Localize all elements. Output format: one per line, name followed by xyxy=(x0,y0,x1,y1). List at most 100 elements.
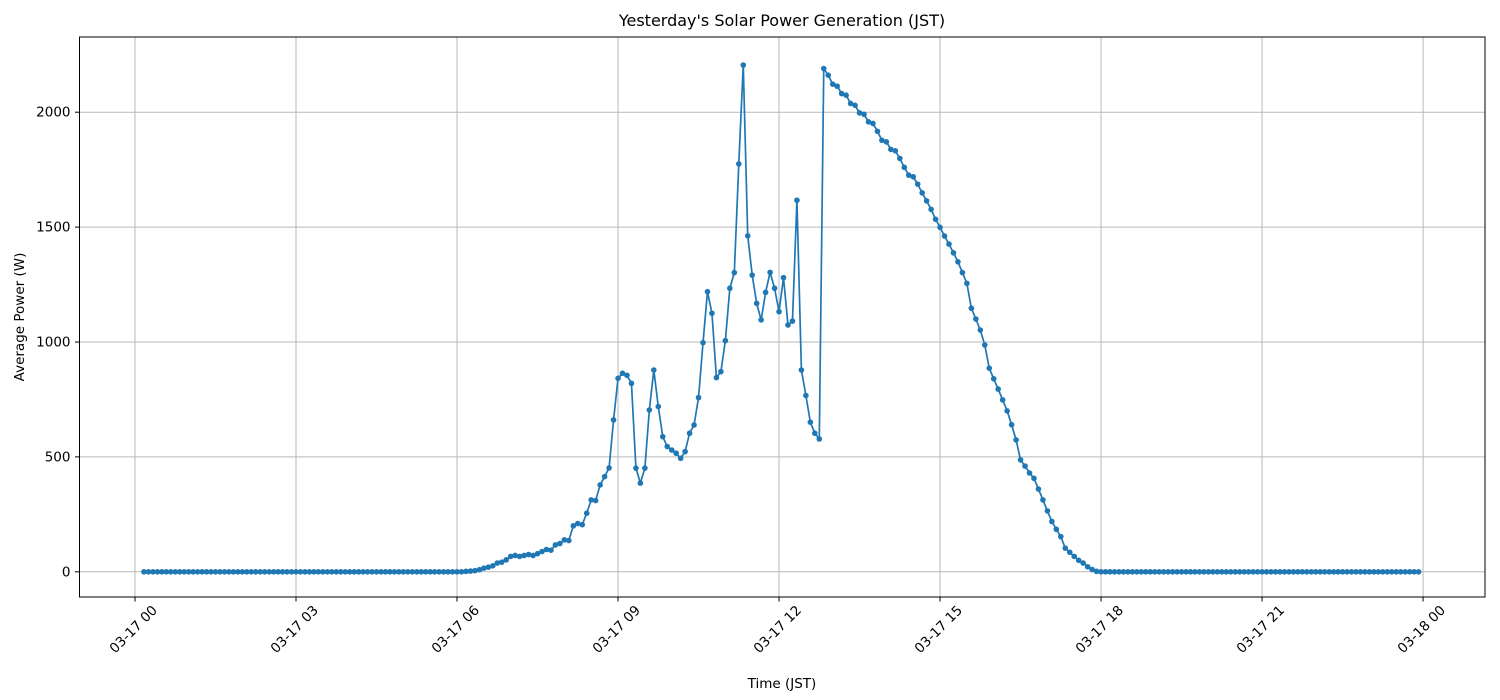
data-point-marker xyxy=(481,565,487,571)
data-point-marker xyxy=(539,548,545,555)
data-point-marker xyxy=(1393,569,1400,575)
data-point-marker xyxy=(1290,569,1297,575)
data-point-marker xyxy=(199,569,205,575)
data-point-marker xyxy=(1384,569,1391,575)
data-point-marker xyxy=(709,310,715,317)
data-point-marker xyxy=(1201,569,1207,575)
data-point-marker xyxy=(1008,421,1015,428)
data-point-marker xyxy=(606,465,612,471)
data-point-marker xyxy=(445,569,451,575)
data-point-marker xyxy=(190,569,196,575)
data-point-marker xyxy=(163,569,170,575)
data-point-marker xyxy=(691,422,697,428)
data-point-marker xyxy=(570,523,577,529)
data-point-marker xyxy=(257,569,264,575)
data-point-marker xyxy=(1102,569,1109,575)
data-point-marker xyxy=(762,289,769,296)
data-point-marker xyxy=(574,520,581,527)
data-point-marker xyxy=(1040,497,1046,503)
data-point-marker xyxy=(548,547,554,553)
data-point-marker xyxy=(955,259,961,265)
data-point-marker xyxy=(297,569,304,575)
data-point-marker xyxy=(932,216,939,223)
data-point-marker xyxy=(1259,569,1265,575)
data-point-marker xyxy=(642,465,648,471)
data-point-marker xyxy=(1192,569,1198,575)
data-point-marker xyxy=(1388,569,1395,575)
data-point-marker xyxy=(382,569,389,575)
data-point-marker xyxy=(1169,569,1176,575)
data-point-marker xyxy=(1044,508,1051,514)
data-point-marker xyxy=(601,473,608,480)
data-point-marker xyxy=(1335,569,1341,575)
data-point-marker xyxy=(1245,569,1252,575)
data-point-marker xyxy=(744,233,751,239)
data-point-marker xyxy=(454,569,460,575)
data-point-marker xyxy=(176,569,183,575)
data-point-marker xyxy=(333,569,340,575)
power-series-markers xyxy=(141,62,1422,575)
data-point-marker xyxy=(981,342,988,348)
data-point-marker xyxy=(145,569,152,575)
plot-border xyxy=(79,36,1486,598)
power-series xyxy=(141,62,1422,575)
data-point-marker xyxy=(391,569,398,575)
data-point-marker xyxy=(369,569,375,575)
y-tick-label: 1000 xyxy=(36,335,70,351)
data-point-marker xyxy=(1035,486,1042,492)
data-point-marker xyxy=(1326,569,1332,575)
data-point-marker xyxy=(829,81,836,87)
data-point-marker xyxy=(1344,569,1350,575)
data-point-marker xyxy=(1183,569,1189,575)
y-axis-label: Average Power (W) xyxy=(12,253,28,382)
data-point-marker xyxy=(1380,569,1386,575)
data-point-marker xyxy=(941,233,948,239)
data-point-marker xyxy=(959,269,966,276)
data-point-marker xyxy=(552,542,559,548)
data-point-marker xyxy=(525,551,532,558)
data-point-marker xyxy=(1375,569,1382,575)
x-tick-label: 03-17 15 xyxy=(912,603,966,657)
data-point-marker xyxy=(566,537,572,544)
data-point-marker xyxy=(311,569,317,575)
data-point-marker xyxy=(400,569,407,575)
data-point-marker xyxy=(1174,569,1180,575)
data-point-marker xyxy=(288,569,295,575)
data-point-marker xyxy=(1196,569,1203,575)
data-point-marker xyxy=(825,72,832,78)
data-point-marker xyxy=(843,92,849,98)
data-point-marker xyxy=(512,552,518,559)
data-point-marker xyxy=(1236,569,1243,575)
data-point-marker xyxy=(1227,569,1234,575)
data-point-marker xyxy=(1205,569,1212,575)
data-point-marker xyxy=(270,569,277,575)
data-point-marker xyxy=(494,560,501,566)
data-point-marker xyxy=(1116,569,1122,575)
data-point-marker xyxy=(798,367,805,373)
power-series-line xyxy=(143,64,1420,573)
data-point-marker xyxy=(1165,569,1171,575)
data-point-marker xyxy=(865,119,872,125)
x-tick-label: 03-18 00 xyxy=(1395,603,1449,657)
y-tick-label: 0 xyxy=(62,564,71,580)
data-point-marker xyxy=(1053,526,1060,533)
data-point-marker xyxy=(413,569,420,575)
data-point-marker xyxy=(1084,563,1091,570)
data-point-marker xyxy=(436,569,442,575)
data-point-marker xyxy=(816,436,823,442)
data-point-marker xyxy=(235,569,241,575)
data-point-marker xyxy=(1129,569,1136,575)
data-point-marker xyxy=(1080,560,1086,566)
data-point-marker xyxy=(320,569,326,575)
data-point-marker xyxy=(1093,568,1100,575)
x-tick-label: 03-17 09 xyxy=(590,603,644,657)
data-point-marker xyxy=(230,569,237,575)
data-point-marker xyxy=(387,569,393,575)
data-point-marker xyxy=(633,465,639,471)
data-point-marker xyxy=(172,569,179,575)
data-point-marker xyxy=(1317,569,1324,575)
y-tick-label: 2000 xyxy=(36,105,70,121)
data-point-marker xyxy=(1138,569,1145,575)
data-point-marker xyxy=(628,380,635,387)
data-point-marker xyxy=(266,569,272,575)
